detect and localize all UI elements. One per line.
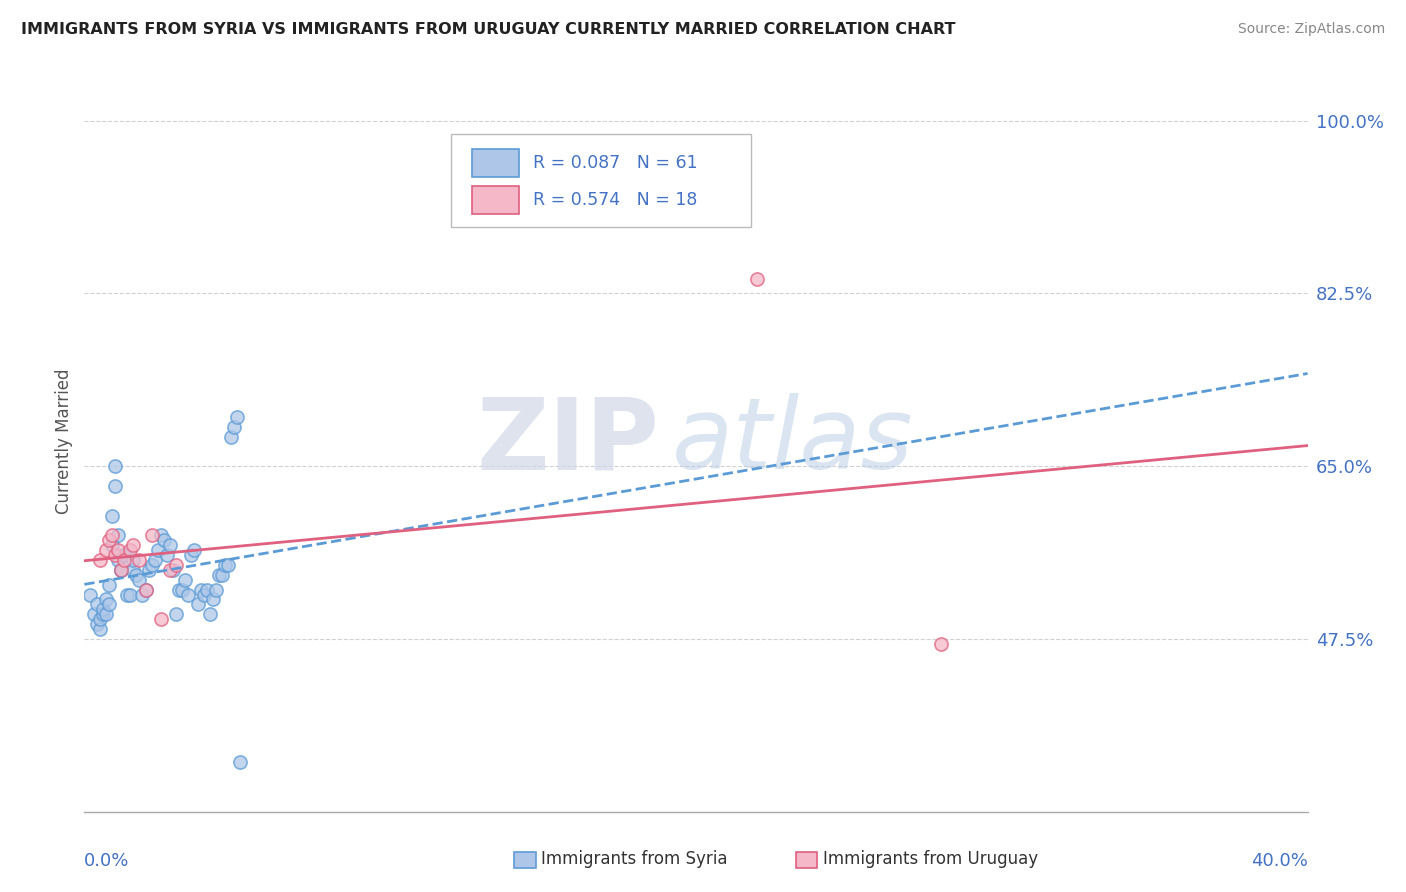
Point <box>120 543 142 558</box>
Bar <box>472 186 519 214</box>
Point <box>174 573 197 587</box>
Text: 0.0%: 0.0% <box>84 853 129 871</box>
Point <box>94 607 117 622</box>
Point <box>101 538 124 552</box>
Point <box>104 479 127 493</box>
Text: R = 0.087   N = 61: R = 0.087 N = 61 <box>533 154 697 172</box>
Bar <box>515 852 536 868</box>
Point <box>112 548 135 562</box>
Point <box>89 553 111 567</box>
Point <box>226 409 249 424</box>
Point <box>190 582 212 597</box>
Point <box>214 558 236 572</box>
Point <box>110 563 132 577</box>
Point <box>122 538 145 552</box>
Point <box>229 756 252 770</box>
Point <box>224 419 246 434</box>
Point <box>89 612 111 626</box>
Text: Source: ZipAtlas.com: Source: ZipAtlas.com <box>1237 22 1385 37</box>
Point <box>149 612 172 626</box>
Point <box>107 528 129 542</box>
Bar <box>796 852 817 868</box>
Point <box>131 588 153 602</box>
Point <box>138 563 160 577</box>
Text: Immigrants from Syria: Immigrants from Syria <box>541 850 728 868</box>
Point <box>217 558 239 572</box>
FancyBboxPatch shape <box>451 135 751 227</box>
Point <box>83 607 105 622</box>
Point <box>97 577 120 591</box>
Point <box>146 543 169 558</box>
Point <box>94 592 117 607</box>
Point <box>165 558 187 572</box>
Point <box>97 598 120 612</box>
Point <box>91 602 114 616</box>
Point <box>104 548 127 562</box>
Point <box>112 553 135 567</box>
Text: IMMIGRANTS FROM SYRIA VS IMMIGRANTS FROM URUGUAY CURRENTLY MARRIED CORRELATION C: IMMIGRANTS FROM SYRIA VS IMMIGRANTS FROM… <box>21 22 956 37</box>
Point <box>143 553 166 567</box>
Point <box>135 582 157 597</box>
Point <box>101 508 124 523</box>
Text: ZIP: ZIP <box>477 393 659 490</box>
Text: Immigrants from Uruguay: Immigrants from Uruguay <box>823 850 1038 868</box>
Point <box>149 528 172 542</box>
Point <box>177 588 200 602</box>
Point <box>159 538 181 552</box>
Point <box>91 607 114 622</box>
Point <box>219 429 242 443</box>
Point <box>128 573 150 587</box>
Point <box>101 528 124 542</box>
Point <box>97 533 120 548</box>
Point <box>180 548 202 562</box>
Point <box>159 563 181 577</box>
Point <box>107 543 129 558</box>
Point <box>112 548 135 562</box>
Point <box>89 622 111 636</box>
Point <box>110 563 132 577</box>
Point <box>747 271 769 285</box>
Bar <box>472 149 519 178</box>
Point <box>195 582 218 597</box>
Point <box>135 582 157 597</box>
Point <box>172 582 194 597</box>
Point <box>110 563 132 577</box>
Point <box>141 558 163 572</box>
Point <box>167 582 190 597</box>
Point <box>94 543 117 558</box>
Point <box>86 617 108 632</box>
Point <box>122 563 145 577</box>
Point <box>198 607 221 622</box>
Point <box>208 567 231 582</box>
Point <box>183 543 205 558</box>
Point <box>141 528 163 542</box>
Text: atlas: atlas <box>672 393 912 490</box>
Point <box>165 607 187 622</box>
Point <box>79 588 101 602</box>
Point <box>122 553 145 567</box>
Point <box>186 598 208 612</box>
Y-axis label: Currently Married: Currently Married <box>55 368 73 515</box>
Point <box>104 459 127 474</box>
Point <box>201 592 224 607</box>
Text: R = 0.574   N = 18: R = 0.574 N = 18 <box>533 191 697 210</box>
Text: 40.0%: 40.0% <box>1251 853 1308 871</box>
Point <box>929 637 952 651</box>
Point <box>193 588 215 602</box>
Point <box>211 567 233 582</box>
Point <box>162 563 184 577</box>
Point <box>115 588 138 602</box>
Point <box>107 553 129 567</box>
Point <box>153 533 176 548</box>
Point <box>128 553 150 567</box>
Point <box>205 582 228 597</box>
Point <box>120 588 142 602</box>
Point <box>86 598 108 612</box>
Point <box>156 548 179 562</box>
Point <box>125 567 148 582</box>
